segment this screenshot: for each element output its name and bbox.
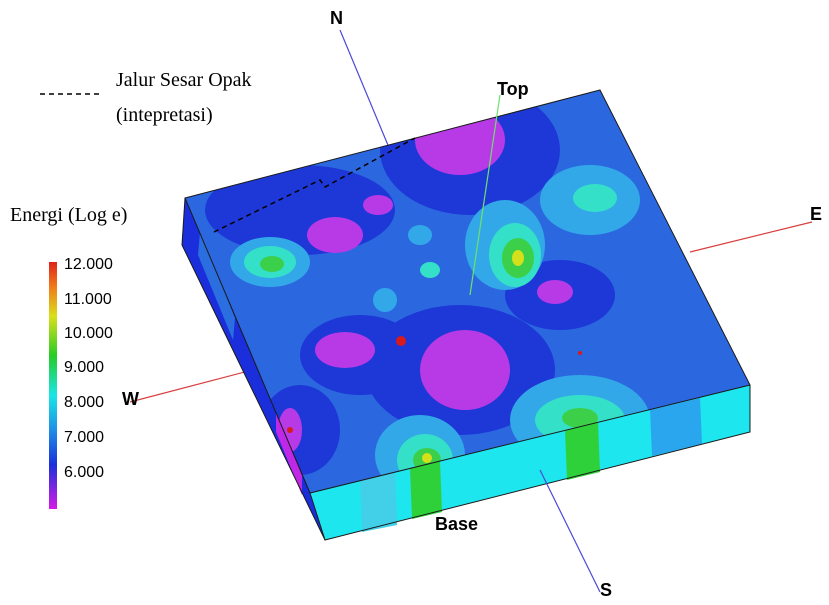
north-label: N [330, 8, 343, 28]
colorbar [49, 262, 57, 509]
fault-label-line2: (intepretasi) [116, 104, 213, 126]
red-point-west [287, 427, 293, 433]
front-face-band [650, 398, 702, 456]
south-label: S [600, 580, 612, 600]
block-edges [309, 385, 751, 541]
block-edge-left-bottom [181, 244, 326, 541]
base-label: Base [435, 514, 478, 534]
west-axis-line [129, 367, 261, 403]
block-edge-left [181, 197, 186, 246]
north-axis-line [339, 29, 391, 151]
tick-10: 10.000 [64, 325, 113, 342]
east-label: E [810, 204, 822, 224]
left-face-band [198, 232, 235, 340]
tick-7: 7.000 [64, 429, 104, 446]
top-label: Top [497, 79, 529, 99]
east-axis-line [689, 221, 813, 253]
colorbar-ticks: 12.000 11.000 10.000 9.000 8.000 7.000 6… [64, 256, 113, 481]
vertical-axis-line [469, 94, 501, 296]
tick-11: 11.000 [64, 291, 112, 308]
left-face-band [276, 410, 302, 495]
colorbar-title: Energi (Log e) [10, 204, 127, 226]
front-face-band [360, 472, 397, 532]
south-axis-line [539, 469, 601, 593]
front-face-band [410, 461, 442, 519]
fault-label-line1: Jalur Sesar Opak [116, 69, 252, 91]
west-label: W [122, 389, 139, 409]
tick-6: 6.000 [64, 464, 104, 481]
tick-9: 9.000 [64, 359, 104, 376]
tick-12: 12.000 [64, 256, 113, 273]
front-face-band [565, 422, 600, 480]
tick-8: 8.000 [64, 394, 104, 411]
